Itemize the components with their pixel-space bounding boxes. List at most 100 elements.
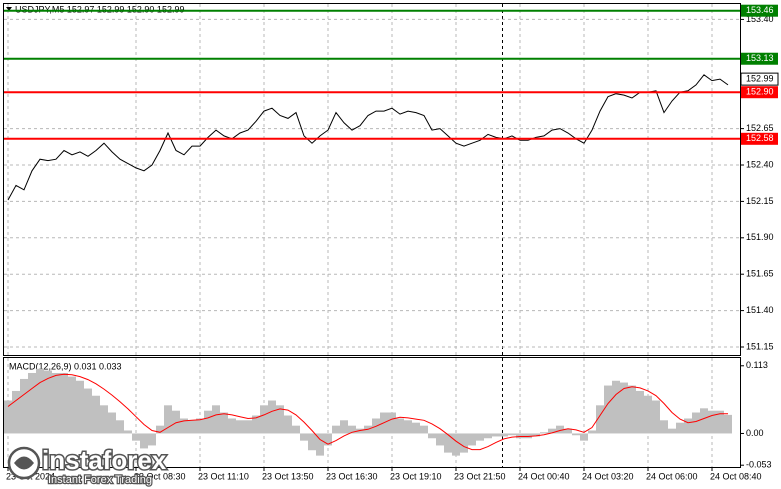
y-tick-label: 0.113 [746, 360, 768, 370]
y-tick-label: 153.40 [746, 14, 774, 24]
x-tick-label: 23 Oct 11:10 [198, 471, 249, 481]
logo-icon-inner [14, 456, 34, 470]
macd-bar [396, 418, 404, 434]
macd-bar [492, 433, 500, 437]
macd-bar [516, 433, 524, 439]
macd-bar [540, 432, 548, 434]
watermark: instaforex Instant Forex Trading [7, 443, 168, 487]
macd-bar [4, 400, 12, 434]
macd-bar [548, 428, 556, 434]
x-tick-label: 23 Oct 13:50 [262, 471, 314, 481]
macd-bar [124, 430, 132, 434]
macd-bar [476, 433, 484, 441]
macd-bar [220, 412, 228, 434]
price-level-tag [741, 52, 778, 65]
macd-bar [612, 380, 620, 434]
y-tick-label: 151.90 [746, 232, 774, 242]
price-panel-frame [3, 3, 741, 356]
macd-bar [564, 428, 572, 434]
macd-bar [116, 420, 124, 434]
macd-bar [636, 390, 644, 434]
macd-bar [268, 400, 276, 434]
macd-bar [260, 405, 268, 434]
macd-bar [324, 433, 332, 446]
price-level-label: 153.46 [746, 5, 774, 15]
macd-bar [556, 425, 564, 434]
x-tick-label: 24 Oct 06:00 [646, 471, 698, 481]
macd-bar [108, 412, 116, 434]
macd-bar [84, 388, 92, 434]
watermark-tagline: Instant Forex Trading [48, 474, 152, 486]
macd-bar [44, 370, 52, 434]
macd-bar [68, 376, 76, 434]
symbol-arrow [6, 7, 12, 11]
macd-bar [292, 425, 300, 434]
price-level-tag [741, 4, 778, 17]
x-tick-label: 24 Oct 03:20 [582, 471, 634, 481]
macd-bar [180, 418, 188, 434]
x-tick-label: 24 Oct 08:40 [710, 471, 762, 481]
macd-bar [532, 433, 540, 437]
macd-bar [284, 415, 292, 434]
price-level-label: 153.13 [746, 53, 774, 63]
macd-bar [668, 428, 676, 434]
y-tick-label: 0.00 [746, 428, 764, 438]
macd-bar [716, 410, 724, 434]
macd-bar [500, 433, 508, 437]
macd-bar [12, 390, 20, 434]
macd-bar [20, 378, 28, 434]
macd-bar [148, 433, 156, 446]
macd-bar [692, 412, 700, 434]
x-tick-label: 24 Oct 00:40 [518, 471, 570, 481]
macd-bar [252, 415, 260, 434]
x-tick-label: 23 Oct 16:30 [326, 471, 378, 481]
y-tick-label: 151.15 [746, 341, 774, 351]
macd-bar [60, 372, 68, 434]
watermark-brand: instaforex [42, 445, 167, 475]
macd-bar [580, 433, 588, 441]
macd-bar [276, 405, 284, 434]
current-price-tag [740, 72, 779, 86]
macd-bar [308, 433, 316, 451]
macd-bar [36, 368, 44, 434]
macd-bar [196, 418, 204, 434]
macd-bar [188, 420, 196, 434]
macd-bar [460, 433, 468, 453]
macd-bar [604, 385, 612, 434]
macd-bar [620, 382, 628, 434]
macd-bar [588, 430, 596, 434]
macd-bar [172, 410, 180, 434]
price-level-label: 152.90 [746, 87, 774, 97]
macd-bar [156, 425, 164, 434]
macd-bar [524, 433, 532, 439]
macd-bar [508, 433, 516, 436]
macd-bar [316, 433, 324, 456]
macd-bar [356, 428, 364, 434]
price-level-tag [741, 132, 778, 145]
x-tick-label: 23 Oct 08:30 [134, 471, 186, 481]
macd-bar [332, 425, 340, 434]
macd-bar [340, 420, 348, 434]
y-tick-label: 152.65 [746, 123, 774, 133]
macd-panel-frame [3, 357, 741, 468]
macd-bar [484, 433, 492, 439]
macd-bar [300, 433, 308, 441]
macd-bar [428, 433, 436, 439]
y-tick-label: 152.40 [746, 159, 774, 169]
macd-bar [420, 425, 428, 434]
macd-bar [660, 420, 668, 434]
macd-bar [228, 418, 236, 434]
x-tick-label: 23 Oct 19:10 [390, 471, 442, 481]
macd-bar [708, 410, 716, 434]
macd-bar [388, 412, 396, 434]
price-level-label: 152.58 [746, 133, 774, 143]
macd-bar [684, 418, 692, 434]
chart-title: USDJPY,M5 152.97 152.99 152.90 152.99 [15, 4, 184, 14]
current-price-label: 152.99 [746, 73, 774, 83]
macd-title: MACD(12,26,9) 0.031 0.033 [9, 361, 122, 371]
macd-bar [236, 420, 244, 434]
price-level-tag [741, 86, 778, 99]
macd-bar [676, 422, 684, 434]
macd-bar [76, 380, 84, 434]
